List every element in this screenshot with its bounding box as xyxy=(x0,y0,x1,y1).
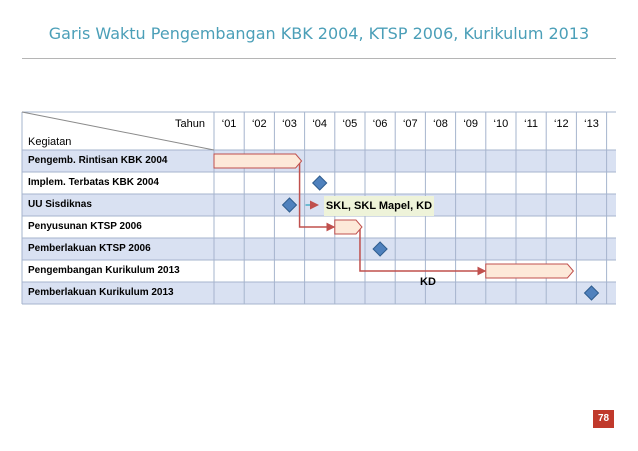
dependency-arrow xyxy=(298,161,336,232)
row-label: Penyusunan KTSP 2006 xyxy=(28,221,142,232)
gantt-bar xyxy=(334,219,363,235)
timeline-chart: Tahun Kegiatan ‘01 ‘02 ‘03 ‘04 ‘05 ‘06 ‘07 ‘08 ‘… xyxy=(21,111,616,307)
year-label: ‘04 xyxy=(312,118,328,130)
header-diagonal xyxy=(21,111,215,151)
year-label: ‘12 xyxy=(553,118,569,130)
year-label: ‘08 xyxy=(433,118,448,130)
year-label: ‘09 xyxy=(463,118,479,130)
row-label: UU Sisdiknas xyxy=(28,199,92,210)
header-tahun-label: Tahun xyxy=(175,118,205,130)
row-label: Pemberlakuan Kurikulum 2013 xyxy=(28,287,174,298)
milestone-diamond xyxy=(311,175,328,191)
year-label: ‘03 xyxy=(282,118,297,130)
year-label: ‘05 xyxy=(342,118,358,130)
page-title: Garis Waktu Pengembangan KBK 2004, KTSP … xyxy=(48,24,590,43)
annotation-skl: SKL, SKL Mapel, KD xyxy=(324,196,434,216)
milestone-diamond xyxy=(583,285,600,301)
title-underline xyxy=(22,58,616,59)
page-number-badge: 78 xyxy=(593,410,614,428)
year-label: ‘01 xyxy=(221,118,237,130)
annotation-kd: KD xyxy=(420,276,436,288)
row-background xyxy=(22,260,616,282)
year-label: ‘13 xyxy=(584,118,599,130)
row-label: Pemberlakuan KTSP 2006 xyxy=(28,243,151,254)
row-label: Implem. Terbatas KBK 2004 xyxy=(28,177,159,188)
header-kegiatan-label: Kegiatan xyxy=(28,136,72,148)
gantt-bar xyxy=(485,263,575,279)
year-label: ‘02 xyxy=(251,118,267,130)
year-label: ‘11 xyxy=(524,118,539,130)
gantt-bar xyxy=(213,153,303,169)
row-background xyxy=(22,150,616,172)
milestone-diamond xyxy=(281,197,298,213)
dependency-arrow xyxy=(359,227,487,276)
year-label: ‘10 xyxy=(493,118,509,130)
row-background xyxy=(22,194,616,216)
row-label: Pengemb. Rintisan KBK 2004 xyxy=(28,155,168,166)
year-label: ‘06 xyxy=(372,118,388,130)
row-background xyxy=(22,238,616,260)
header-background xyxy=(22,112,616,150)
timeline-svg xyxy=(21,111,616,305)
year-label: ‘07 xyxy=(402,118,418,130)
milestone-diamond xyxy=(372,241,388,257)
row-label: Pengembangan Kurikulum 2013 xyxy=(28,265,180,276)
row-background xyxy=(22,282,616,304)
